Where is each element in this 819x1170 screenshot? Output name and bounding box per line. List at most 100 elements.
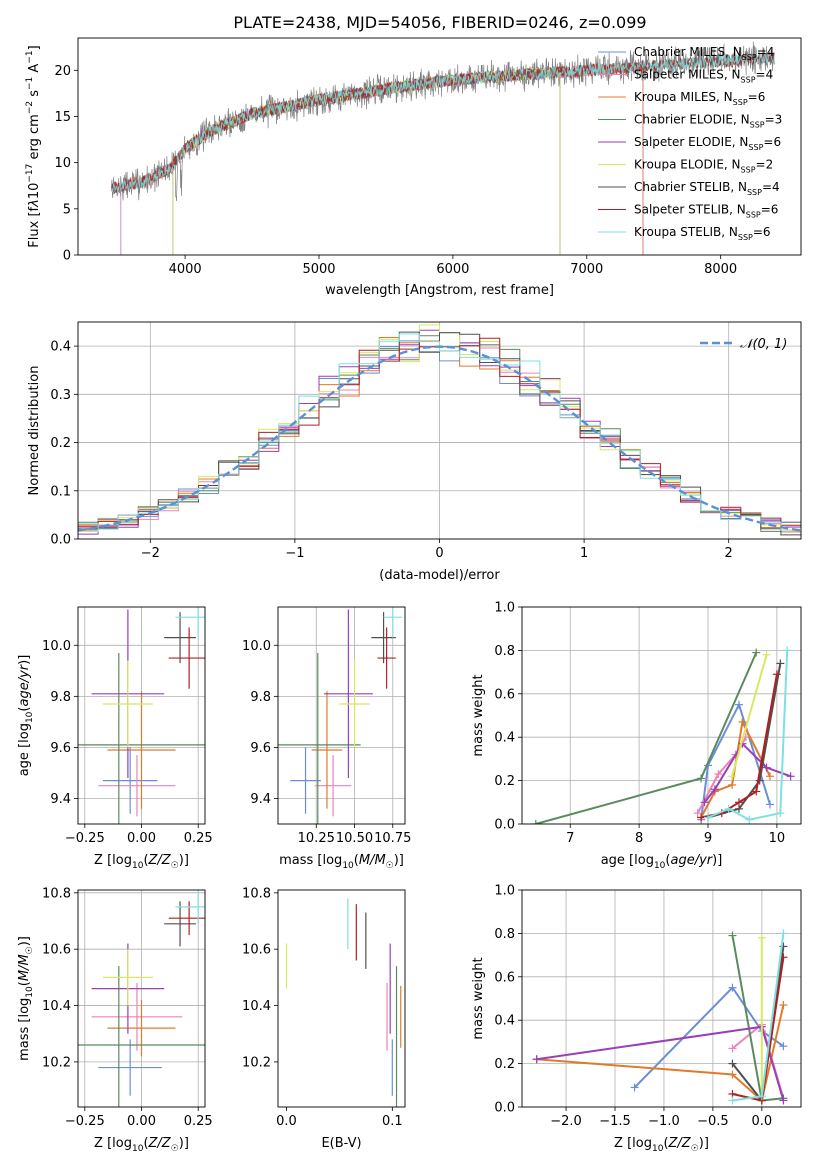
plot-area xyxy=(78,322,801,539)
plot-area xyxy=(522,607,801,824)
weights-line-chabrier-elodie xyxy=(535,652,758,824)
axes-frame xyxy=(521,606,802,825)
y-tick-label: 0.0 xyxy=(494,818,515,833)
legend-label-kroupa-elodie: Kroupa ELODIE, NSSP=2 xyxy=(634,158,773,175)
x-tick-label: 2 xyxy=(725,546,733,561)
x-axis-label: Z [log10(Z/Z☉)] xyxy=(614,1136,709,1154)
x-tick-label: 0.0 xyxy=(276,1114,297,1129)
y-tick-label: 1.0 xyxy=(494,601,515,616)
legend-label-normal: 𝒩(0, 1) xyxy=(740,337,787,352)
y-tick-label: 0.8 xyxy=(494,927,515,942)
legend-label-salpeter-stelib: Salpeter STELIB, NSSP=6 xyxy=(634,203,778,220)
y-tick-label: 5 xyxy=(63,202,71,217)
errorbar-kroupa-miles xyxy=(107,999,176,1057)
x-tick-label: −0.5 xyxy=(697,1114,729,1129)
weights-series-kroupa-stelib xyxy=(728,929,788,1105)
x-tick-label: 0.00 xyxy=(127,831,156,846)
x-tick-label: −1.5 xyxy=(599,1114,631,1129)
y-axis-label: Flux [fλ10−17 erg cm−2 s−1 A−1] xyxy=(25,45,42,247)
plot-area xyxy=(78,607,205,824)
weights-series-kroupa-miles xyxy=(697,718,774,822)
plot-area xyxy=(78,890,205,1107)
y-tick-label: 0.2 xyxy=(494,774,515,789)
y-tick-label: 9.8 xyxy=(250,690,271,705)
axes-frame xyxy=(277,606,406,825)
panel-mass_vs_ebv: 0.0 0.1 10.2 10.4 10.6 10.8 E(B-V) xyxy=(242,886,406,1151)
plot-area xyxy=(285,898,402,1107)
x-tick-label: 5000 xyxy=(302,262,335,277)
errorbar-kroupa-stelib xyxy=(175,607,205,638)
y-tick-label: 0.6 xyxy=(494,970,515,985)
errorbar-salpeter-miles xyxy=(91,983,183,1051)
y-tick-label: 9.6 xyxy=(50,741,71,756)
x-tick-label: 10 xyxy=(769,831,786,846)
page-title: PLATE=2438, MJD=54056, FIBERID=0246, z=0… xyxy=(233,13,646,32)
x-tick-label: −1 xyxy=(285,546,304,561)
weights-series-salpeter-miles xyxy=(728,1020,788,1103)
y-tick-label: 10.4 xyxy=(242,999,271,1014)
axes-frame xyxy=(521,889,802,1108)
errorbar-chabrier-elodie xyxy=(78,966,205,1107)
x-axis-label: E(B-V) xyxy=(321,1136,361,1151)
legend-label-kroupa-miles: Kroupa MILES, NSSP=6 xyxy=(634,90,765,107)
y-tick-label: 20 xyxy=(54,64,71,79)
plot-area xyxy=(111,41,775,255)
errorbar-salpeter-stelib xyxy=(377,627,396,689)
legend-label-chabrier-miles: Chabrier MILES, NSSP=4 xyxy=(634,45,774,62)
x-tick-label: 7 xyxy=(566,831,574,846)
weights-series-kroupa-stelib xyxy=(704,646,792,824)
weights-series-kroupa-miles xyxy=(532,1001,788,1105)
x-tick-label: 0.00 xyxy=(127,1114,156,1129)
errorbar-kroupa-elodie xyxy=(102,660,153,748)
x-tick-label: −0.25 xyxy=(65,1114,105,1129)
x-axis-label: Z [log10(Z/Z☉)] xyxy=(94,1136,189,1154)
y-axis-label: mass weight xyxy=(471,674,486,756)
x-tick-label: 10.25 xyxy=(298,831,335,846)
x-tick-label: 0.25 xyxy=(184,1114,213,1129)
y-tick-label: 0.4 xyxy=(494,731,515,746)
x-tick-label: −0.25 xyxy=(65,831,105,846)
weights-line-kroupa-elodie xyxy=(731,654,768,777)
y-tick-label: 10.2 xyxy=(242,1055,271,1070)
y-tick-label: 10.6 xyxy=(242,943,271,958)
errorbar-chabrier-miles xyxy=(98,1039,162,1096)
model-spectrum-kroupa-stelib xyxy=(111,53,775,193)
x-axis-label: Z [log10(Z/Z☉)] xyxy=(94,853,189,871)
weights-series-chabrier-elodie xyxy=(531,648,761,824)
x-tick-label: 0.0 xyxy=(751,1114,772,1129)
normal-distribution-curve xyxy=(78,345,801,532)
y-tick-label: 0.0 xyxy=(494,1101,515,1116)
y-tick-label: 9.6 xyxy=(250,741,271,756)
weights-series-kroupa-elodie xyxy=(728,650,771,781)
x-tick-label: 0.25 xyxy=(184,831,213,846)
y-tick-label: 0.2 xyxy=(50,436,71,451)
x-tick-label: 4000 xyxy=(169,262,202,277)
legend-label-chabrier-stelib: Chabrier STELIB, NSSP=4 xyxy=(634,180,780,197)
errorbar-salpeter-stelib xyxy=(168,627,205,689)
y-tick-label: 0.4 xyxy=(50,340,71,355)
errorbar-chabrier-miles xyxy=(290,747,321,814)
y-tick-label: 0.3 xyxy=(50,388,71,403)
y-tick-label: 0.4 xyxy=(494,1014,515,1029)
errorbar-chabrier-stelib xyxy=(371,612,396,664)
errorbar-chabrier-stelib xyxy=(164,612,196,664)
errorbar-chabrier-elodie xyxy=(78,652,205,824)
y-tick-label: 10.4 xyxy=(42,999,71,1014)
y-axis-label: mass weight xyxy=(471,957,486,1039)
legend-label-chabrier-elodie: Chabrier ELODIE, NSSP=3 xyxy=(634,113,782,130)
y-tick-label: 0.2 xyxy=(494,1057,515,1072)
y-tick-label: 9.8 xyxy=(50,690,71,705)
y-tick-label: 10.2 xyxy=(42,1055,71,1070)
y-tick-label: 10 xyxy=(54,156,71,171)
axes-frame xyxy=(277,889,406,1108)
axes-frame xyxy=(77,37,802,256)
y-tick-label: 9.4 xyxy=(250,792,271,807)
panel-mass_vs_Z: −0.25 0.00 0.25 10.2 10.4 10.6 10.8 Z [log10(Z/… xyxy=(17,886,213,1154)
x-tick-label: 7000 xyxy=(570,262,603,277)
errorbar-kroupa-elodie xyxy=(339,660,370,748)
y-tick-label: 10.6 xyxy=(42,943,71,958)
x-tick-label: 8 xyxy=(635,831,643,846)
x-tick-label: 10.75 xyxy=(374,831,411,846)
y-tick-label: 10.8 xyxy=(242,886,271,901)
